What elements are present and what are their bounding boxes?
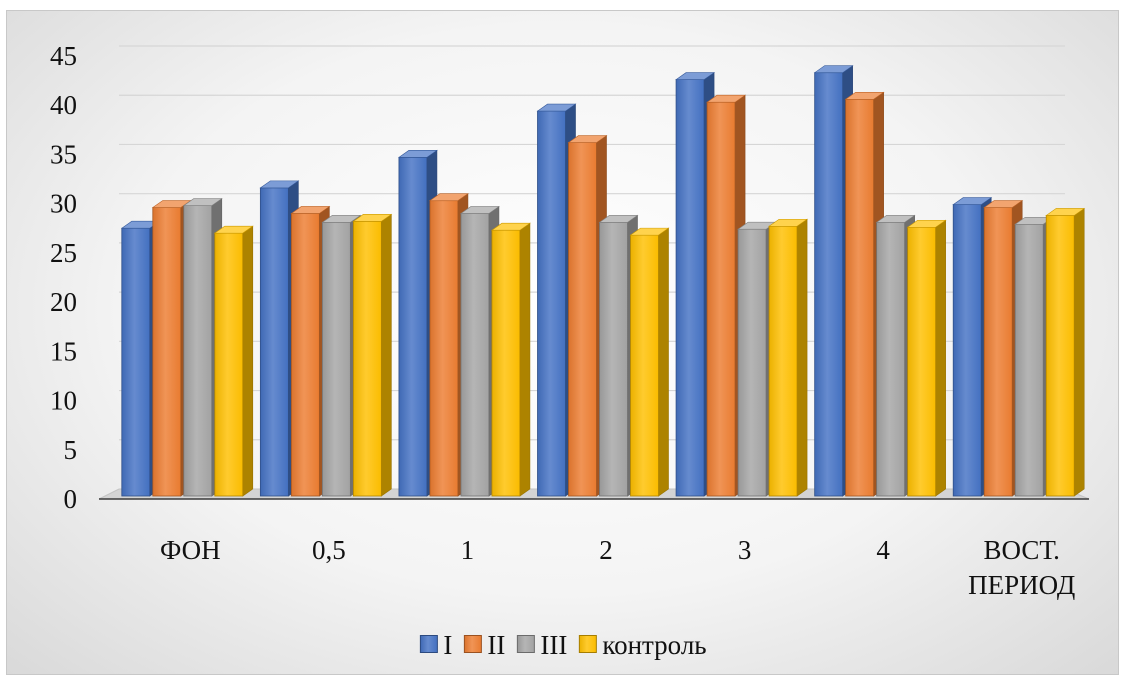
bar — [429, 200, 459, 497]
y-tick-label: 45 — [50, 41, 77, 71]
x-tick-label: 3 — [738, 535, 752, 565]
y-tick-label: 30 — [50, 189, 77, 219]
bar-top — [182, 198, 223, 206]
bar-top — [952, 197, 993, 205]
bar — [845, 98, 875, 497]
bar — [675, 79, 705, 497]
x-tick-label: 4 — [876, 535, 890, 565]
bar-top — [629, 227, 670, 236]
x-tick-label: 1 — [461, 535, 475, 565]
bar — [460, 213, 490, 497]
bar — [737, 228, 767, 497]
y-tick-label: 20 — [50, 287, 77, 317]
bar — [1014, 223, 1044, 497]
chart-area: 0 5 10 15 20 25 30 35 40 45 ФОН 0,5 1 2 3 4 ВОСТ. ПЕРИОД I… — [6, 10, 1119, 675]
x-tick-label: ФОН — [160, 535, 221, 565]
bar — [876, 221, 906, 497]
bar — [599, 221, 628, 497]
legend-label: II — [487, 630, 505, 660]
bar-top — [706, 94, 747, 103]
bar — [814, 72, 844, 497]
legend-label: контроль — [602, 630, 706, 660]
legend-swatch — [516, 635, 535, 653]
bar — [907, 226, 937, 497]
bar-side — [242, 225, 254, 497]
legend-label: III — [540, 630, 567, 660]
bar — [321, 221, 351, 497]
bar-side — [658, 227, 669, 497]
bar-top — [813, 65, 854, 73]
bar-chart: 0 5 10 15 20 25 30 35 40 45 ФОН 0,5 1 2 3 4 ВОСТ. ПЕРИОД I… — [50, 41, 1090, 660]
bar — [183, 205, 213, 497]
bar-top — [983, 200, 1024, 208]
bar — [290, 213, 320, 497]
bar-top — [598, 215, 639, 223]
bar — [568, 142, 597, 497]
bar — [121, 227, 151, 497]
bar-top — [1045, 208, 1086, 216]
y-tick-label: 10 — [50, 386, 77, 416]
legend-swatch — [419, 635, 438, 653]
bar-top — [352, 214, 393, 222]
bar-side — [381, 213, 392, 497]
bar-top — [459, 206, 500, 214]
bar — [706, 101, 736, 497]
bar — [768, 225, 798, 497]
legend: I II III контроль — [419, 630, 707, 660]
bar — [983, 207, 1013, 497]
bar-side — [796, 218, 808, 497]
x-tick-label: 2 — [599, 535, 613, 565]
legend-swatch — [463, 635, 482, 653]
bar-top — [290, 206, 331, 214]
bar-top — [397, 150, 438, 158]
bar-top — [428, 193, 469, 201]
bar — [259, 187, 289, 497]
bar — [152, 207, 182, 497]
bar-top — [768, 218, 809, 227]
bar-top — [536, 103, 577, 112]
legend-label: I — [443, 630, 452, 660]
bar — [491, 229, 521, 497]
bar-top — [844, 91, 885, 100]
bar-top — [906, 219, 947, 228]
bar-side — [935, 219, 946, 497]
bar — [1045, 215, 1075, 497]
bar — [630, 234, 659, 497]
legend-swatch — [578, 635, 597, 653]
y-tick-label: 5 — [64, 435, 78, 465]
y-tick-label: 15 — [50, 336, 77, 366]
bar — [352, 220, 382, 497]
x-tick-label: ВОСТ. ПЕРИОД — [968, 535, 1075, 600]
bar — [398, 156, 428, 497]
bar-top — [321, 215, 362, 223]
bar-side — [1073, 207, 1085, 497]
bar-top — [675, 72, 716, 80]
x-tick-label: 0,5 — [312, 535, 346, 565]
bar-top — [567, 135, 608, 143]
y-tick-label: 40 — [50, 90, 77, 120]
bar-top — [213, 225, 254, 234]
bar-top — [490, 222, 531, 231]
bar — [537, 110, 566, 497]
bar-side — [519, 222, 531, 497]
y-tick-label: 35 — [50, 139, 77, 169]
bar-top — [259, 180, 300, 189]
bar — [214, 232, 244, 497]
bar-top — [875, 215, 916, 223]
bar — [952, 204, 982, 497]
y-tick-label: 25 — [50, 238, 77, 268]
y-tick-label: 0 — [64, 484, 78, 514]
